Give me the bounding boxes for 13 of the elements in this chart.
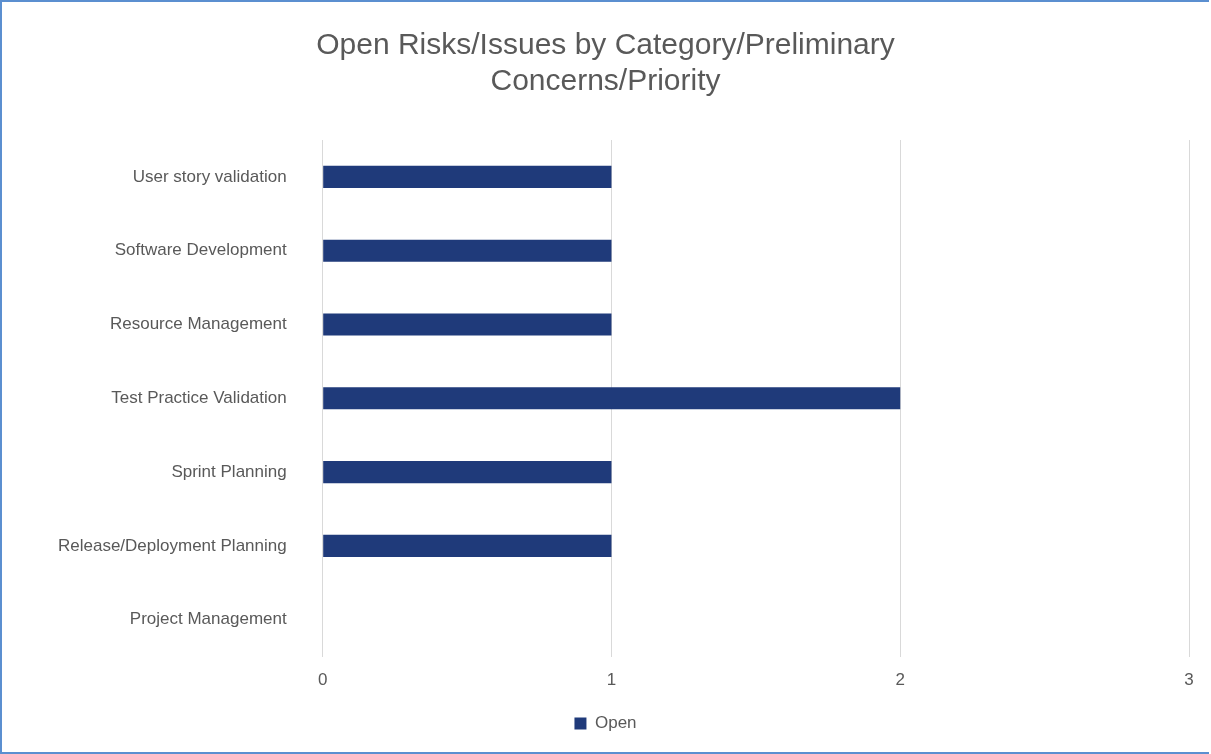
y-tick-label: User story validation bbox=[132, 166, 287, 186]
y-tick-label: Release/Deployment Planning bbox=[57, 535, 287, 555]
legend-label: Open bbox=[594, 713, 637, 733]
y-tick-label: Resource Management bbox=[109, 314, 287, 334]
chart-title: Open Risks/Issues by Category/Preliminary Concerns/Priority bbox=[316, 27, 895, 97]
x-tick-label: 0 bbox=[317, 670, 328, 690]
y-tick-label: Software Development bbox=[114, 240, 287, 260]
y-tick-label: Project Management bbox=[129, 609, 287, 629]
y-tick-label: Sprint Planning bbox=[171, 461, 287, 481]
x-tick-label: 1 bbox=[606, 670, 617, 690]
x-tick-label: 2 bbox=[895, 670, 905, 690]
x-tick-label: 3 bbox=[1184, 670, 1194, 690]
y-tick-label: Test Practice Validation bbox=[111, 387, 287, 407]
